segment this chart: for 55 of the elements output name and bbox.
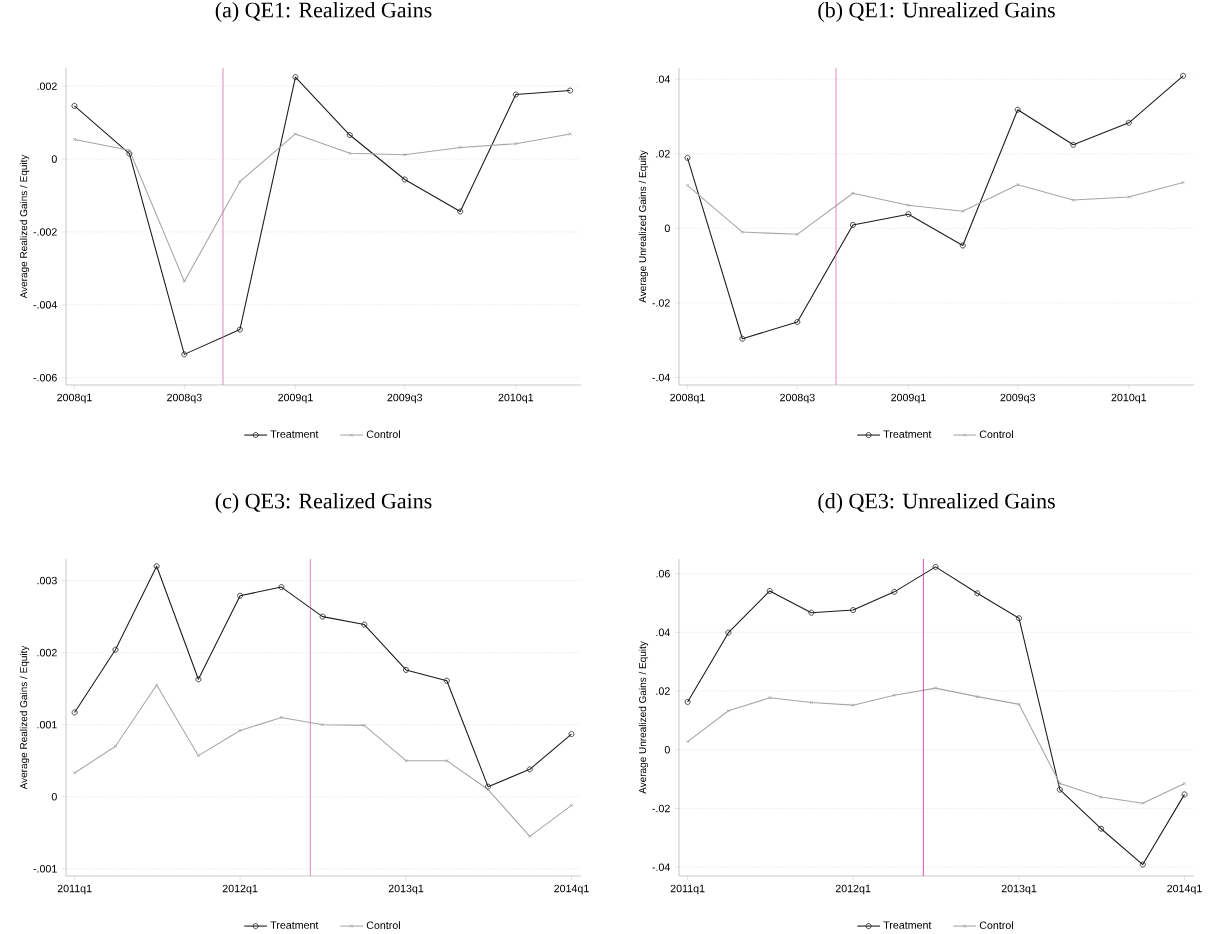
x-tick-label: 2011q1 xyxy=(670,884,705,895)
x-tick-label: 2013q1 xyxy=(1001,884,1037,895)
x-tick-label: 2012q1 xyxy=(835,884,871,895)
y-tick-label: .001 xyxy=(37,720,57,729)
y-tick-label: -.04 xyxy=(652,373,670,382)
y-tick-label: -.02 xyxy=(652,299,670,307)
y-tick-label: -.006 xyxy=(33,373,57,382)
y-axis-title: Average Realized Gains / Equity xyxy=(19,645,30,790)
y-tick-label: .04 xyxy=(656,75,670,83)
x-tick-label: 2011q1 xyxy=(57,884,92,895)
y-tick-label: -.004 xyxy=(33,301,57,309)
legend-label: Control xyxy=(979,921,1013,930)
x-tick-label: 2010q1 xyxy=(498,393,534,404)
x-tick-label: 2008q3 xyxy=(167,393,202,404)
y-tick-label: -.002 xyxy=(33,228,57,236)
y-tick-label: -.001 xyxy=(33,865,57,873)
legend-label: Treatment xyxy=(883,430,932,438)
x-tick-label: 2009q3 xyxy=(1000,393,1036,404)
y-tick-label: 0 xyxy=(51,155,57,163)
y-tick-label: 0 xyxy=(664,746,670,754)
chart-title: (c) QE3: Realized Gains xyxy=(215,492,432,513)
x-tick-label: 2012q1 xyxy=(222,884,258,895)
chart-title: (a) QE1: Realized Gains xyxy=(215,1,432,22)
x-tick-label: 2008q3 xyxy=(780,393,815,404)
y-tick-label: -.04 xyxy=(652,863,670,871)
y-tick-label: .002 xyxy=(37,648,57,657)
x-tick-label: 2009q3 xyxy=(387,393,423,404)
y-tick-label: .04 xyxy=(656,628,670,637)
y-tick-label: .003 xyxy=(37,576,57,585)
legend-label: Control xyxy=(366,430,400,439)
legend-label: Control xyxy=(979,430,1013,439)
legend-label: Treatment xyxy=(883,921,932,929)
y-tick-label: -.02 xyxy=(652,804,670,813)
x-tick-label: 2008q1 xyxy=(57,393,92,404)
y-tick-label: .02 xyxy=(656,149,670,158)
chart-title: (b) QE1: Unrealized Gains xyxy=(818,1,1055,22)
y-axis-title: Average Unrealized Gains / Equity xyxy=(638,150,649,303)
y-tick-label: .06 xyxy=(656,569,670,578)
y-tick-label: 0 xyxy=(664,224,670,233)
legend-label: Treatment xyxy=(270,430,319,438)
y-tick-label: .002 xyxy=(37,82,57,90)
chart-title: (d) QE3: Unrealized Gains xyxy=(818,492,1055,513)
x-tick-label: 2013q1 xyxy=(388,884,424,895)
x-tick-label: 2014q1 xyxy=(554,884,589,895)
legend-label: Control xyxy=(366,921,400,930)
y-tick-label: .02 xyxy=(656,687,670,695)
x-tick-label: 2014q1 xyxy=(1167,884,1202,895)
x-tick-label: 2009q1 xyxy=(891,393,926,404)
legend-label: Treatment xyxy=(270,921,319,929)
x-tick-label: 2008q1 xyxy=(670,393,705,404)
y-axis-title: Average Unrealized Gains / Equity xyxy=(638,641,649,794)
y-axis-title: Average Realized Gains / Equity xyxy=(19,154,30,299)
x-tick-label: 2009q1 xyxy=(278,393,313,404)
x-tick-label: 2010q1 xyxy=(1111,393,1147,404)
y-tick-label: 0 xyxy=(51,792,57,801)
